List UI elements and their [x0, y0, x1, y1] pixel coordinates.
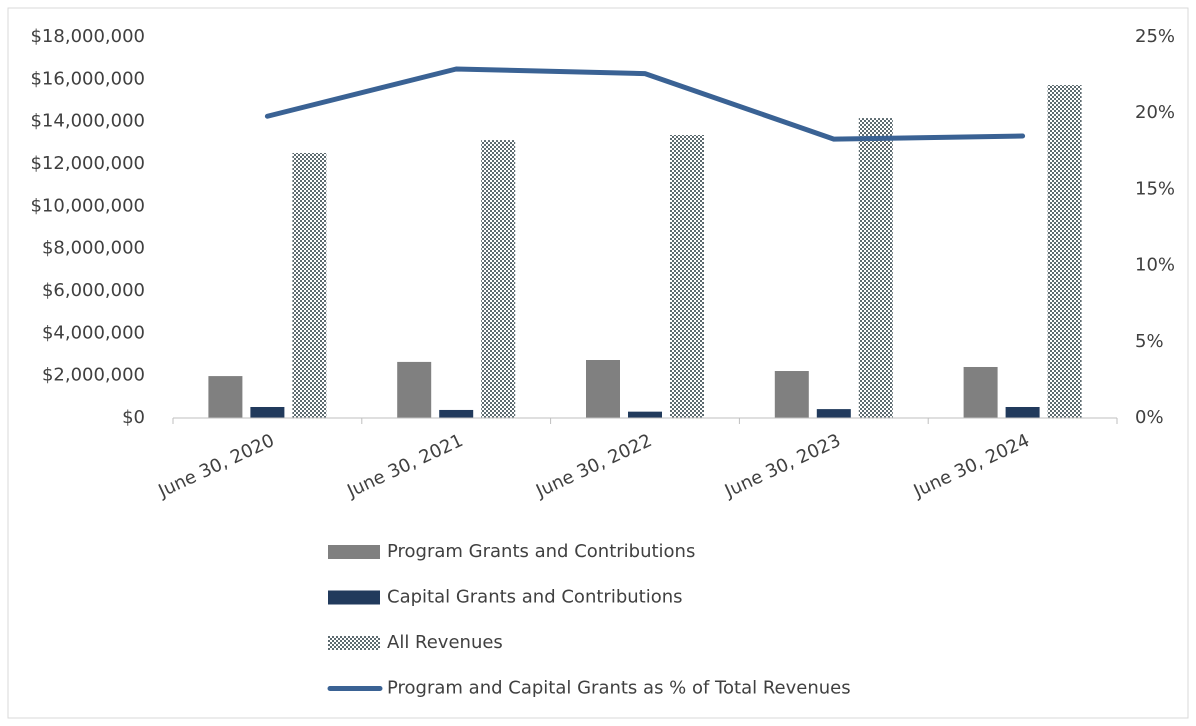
bar	[292, 152, 327, 418]
legend-label: Program and Capital Grants as % of Total…	[387, 678, 851, 699]
bar	[963, 366, 998, 418]
bar	[208, 376, 243, 418]
bar	[586, 360, 620, 418]
bar	[250, 406, 285, 418]
y-tick-label: $6,000,000	[42, 280, 145, 301]
bar	[670, 135, 704, 419]
legend-swatch	[328, 545, 380, 559]
y-tick-label: $2,000,000	[42, 365, 145, 386]
y-tick-label: $0	[122, 407, 145, 428]
bar	[774, 371, 809, 418]
y2-tick-label: 0%	[1135, 407, 1164, 428]
bar	[628, 411, 662, 418]
y-tick-label: $16,000,000	[30, 68, 145, 89]
bar	[1047, 85, 1082, 418]
y-tick-label: $12,000,000	[30, 153, 145, 174]
legend-swatch	[328, 590, 380, 605]
y-tick-label: $18,000,000	[30, 26, 145, 47]
bar	[397, 361, 432, 418]
bar	[1005, 406, 1040, 418]
line	[264, 66, 1026, 142]
y-tick-label: $8,000,000	[42, 238, 145, 259]
legend-label: All Revenues	[387, 632, 503, 653]
y2-tick-label: 15%	[1135, 178, 1175, 199]
y2-tick-label: 25%	[1135, 26, 1175, 47]
y2-tick-label: 10%	[1135, 255, 1175, 276]
y-tick-label: $4,000,000	[42, 322, 145, 343]
bar	[858, 118, 893, 419]
legend-label: Program Grants and Contributions	[387, 541, 695, 562]
bar	[439, 409, 474, 418]
legend-label: Capital Grants and Contributions	[387, 587, 683, 608]
y2-tick-label: 20%	[1135, 102, 1175, 123]
y-tick-label: $14,000,000	[30, 111, 145, 132]
legend-swatch	[328, 636, 380, 650]
y2-tick-label: 5%	[1135, 331, 1164, 352]
bar	[481, 140, 516, 418]
y-tick-label: $10,000,000	[30, 195, 145, 216]
bar	[816, 409, 851, 418]
